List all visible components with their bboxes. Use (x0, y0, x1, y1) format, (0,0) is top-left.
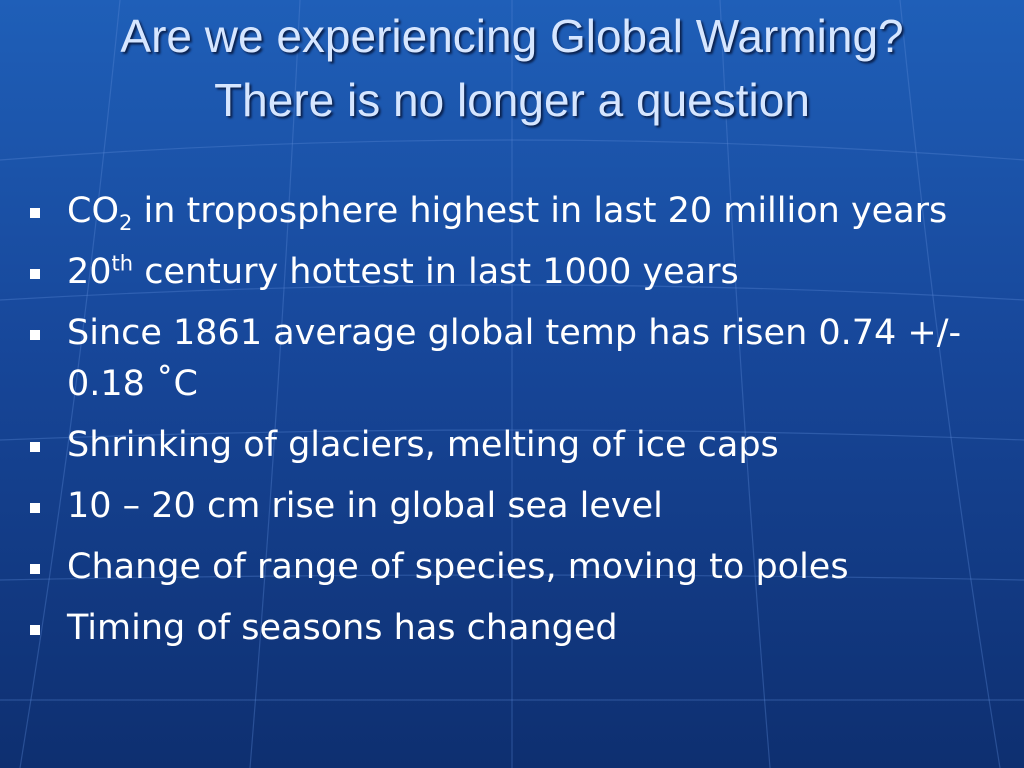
bullet-item: 20th century hottest in last 1000 years (0, 247, 977, 298)
bullet-text: Shrinking of glaciers, melting of ice ca… (67, 425, 779, 465)
bullet-item: Shrinking of glaciers, melting of ice ca… (0, 420, 977, 471)
bullet-list: CO2 in troposphere highest in last 20 mi… (0, 186, 1000, 664)
bullet-text: Since 1861 average global temp has risen… (67, 313, 962, 404)
bullet-text: Timing of seasons has changed (67, 608, 618, 648)
bullet-text: century hottest in last 1000 years (133, 252, 739, 292)
bullet-item: Since 1861 average global temp has risen… (0, 308, 977, 410)
bullet-text: CO (67, 191, 119, 231)
bullet-item: Timing of seasons has changed (0, 603, 977, 654)
title-line: There is no longer a question (214, 74, 810, 126)
bullet-item: CO2 in troposphere highest in last 20 mi… (0, 186, 977, 237)
superscript: th (111, 251, 134, 276)
bullet-item: 10 – 20 cm rise in global sea level (0, 481, 977, 532)
title-line: Are we experiencing Global Warming? (120, 10, 904, 62)
subscript: 2 (119, 211, 133, 235)
bullet-item: Change of range of species, moving to po… (0, 542, 977, 593)
bullet-text: in troposphere highest in last 20 millio… (132, 191, 948, 231)
bullet-text: 10 – 20 cm rise in global sea level (67, 486, 663, 526)
bullet-text: 20 (67, 252, 112, 292)
bullet-text: Change of range of species, moving to po… (67, 547, 849, 587)
slide-title: Are we experiencing Global Warming? There… (0, 4, 1024, 132)
